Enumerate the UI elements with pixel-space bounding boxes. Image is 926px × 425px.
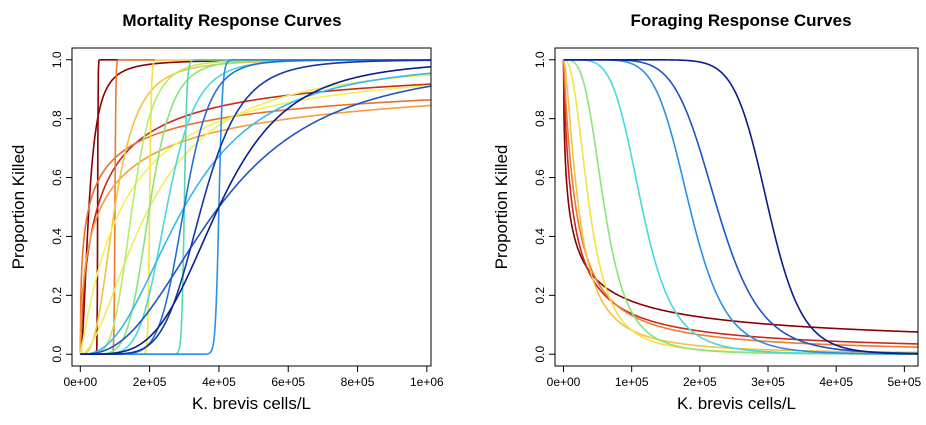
series-line [562,59,918,345]
x-tick-label: 3e+05 [751,375,785,389]
y-tick-label: 0.0 [50,346,64,363]
x-tick-label: 5e+05 [888,375,922,389]
x-tick-label: 1e+05 [615,375,649,389]
series-line [80,74,431,356]
series-line [80,59,431,356]
x-tick-label: 8e+05 [341,375,375,389]
chart-title: Foraging Response Curves [630,11,851,30]
y-axis-title: Proportion Killed [492,145,511,270]
y-tick-label: 0.4 [50,228,64,245]
series-line [562,59,918,333]
series-line [79,84,431,355]
x-axis-title: K. brevis cells/L [192,394,311,413]
x-tick-label: 2e+05 [133,375,167,389]
y-tick-label: 0.8 [50,110,64,127]
y-tick-label: 1.0 [533,51,547,68]
y-tick-label: 0.4 [533,228,547,245]
x-tick-label: 0e+00 [547,375,581,389]
y-tick-label: 0.6 [50,169,64,186]
y-tick-label: 0.2 [50,287,64,304]
chart-title: Mortality Response Curves [122,11,341,30]
mortality-chart: Mortality Response Curves 0e+00 2e+05 4e+05… [9,11,444,413]
series-line [80,65,431,356]
x-tick-label: 0e+00 [63,375,97,389]
series-line [563,58,918,355]
series-group [79,58,431,356]
series-line [80,85,431,356]
x-axis-title: K. brevis cells/L [677,394,796,413]
y-tick-label: 0.6 [533,169,547,186]
series-line [562,59,918,348]
series-line [563,58,918,355]
x-tick-label: 2e+05 [683,375,717,389]
y-tick-label: 1.0 [50,51,64,68]
plot-frame [71,47,432,367]
series-group [562,58,918,355]
y-axis-title: Proportion Killed [9,145,28,270]
x-tick-label: 4e+05 [819,375,853,389]
series-line [79,83,431,355]
plot-frame [554,47,919,367]
x-tick-label: 4e+05 [202,375,236,389]
y-tick-label: 0.0 [533,346,547,363]
x-tick-label: 1e+06 [410,375,444,389]
y-tick-label: 0.8 [533,110,547,127]
foraging-chart: Foraging Response Curves 0e+00 1e+05 2e+05 3… [492,11,922,413]
y-tick-label: 0.2 [533,287,547,304]
series-line [79,98,431,355]
series-line [80,72,431,356]
x-tick-label: 6e+05 [271,375,305,389]
